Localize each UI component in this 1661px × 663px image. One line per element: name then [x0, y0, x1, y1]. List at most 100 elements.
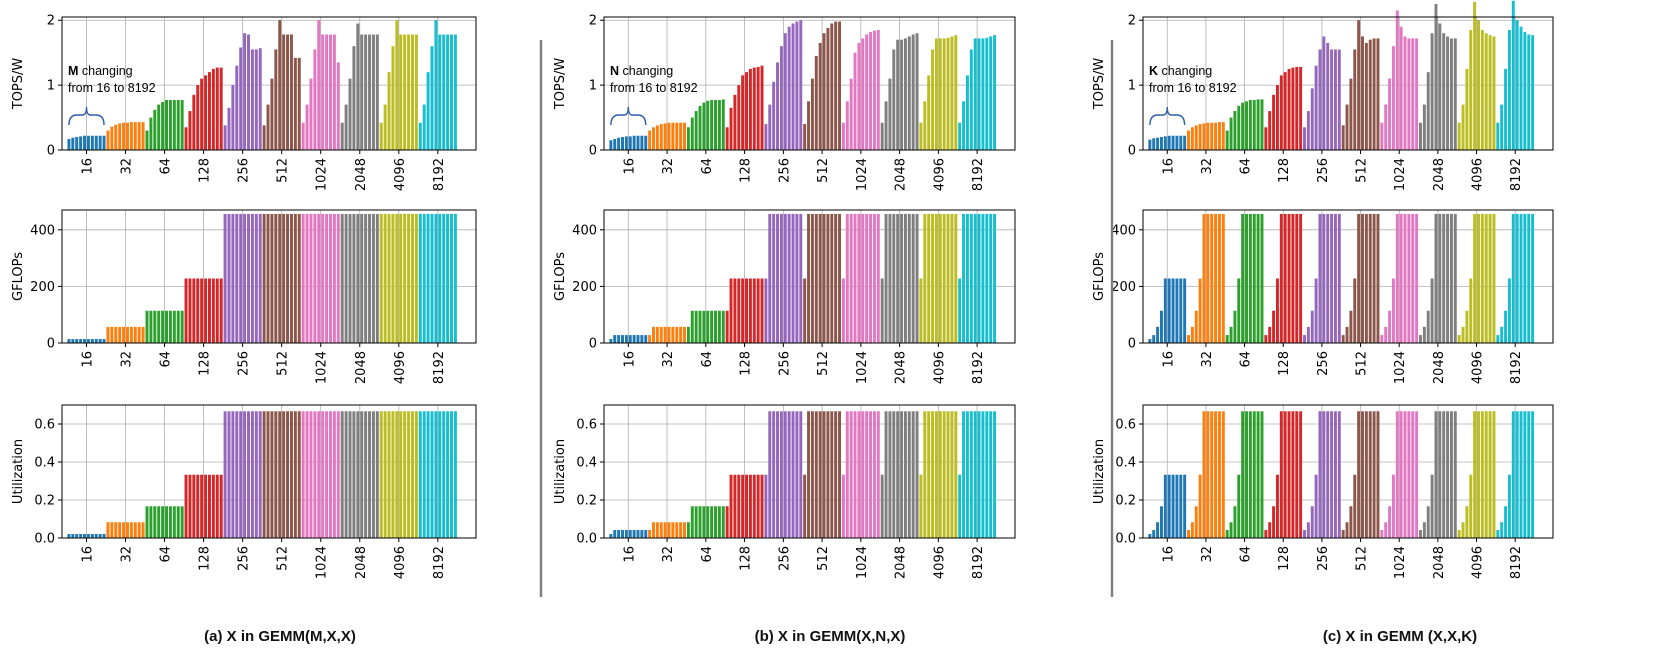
- bar: [942, 411, 946, 538]
- bar: [1198, 278, 1202, 343]
- bar: [814, 411, 818, 538]
- bar: [293, 57, 297, 150]
- bar: [410, 411, 414, 538]
- y-tick-label: 0: [47, 144, 55, 159]
- bar: [1233, 111, 1237, 150]
- bar: [900, 39, 904, 150]
- x-tick-label: 64: [1239, 546, 1254, 563]
- bar: [1422, 522, 1426, 538]
- y-axis-label: GFLOPs: [553, 252, 568, 301]
- bar: [857, 42, 861, 150]
- bar: [266, 411, 270, 538]
- bar: [344, 213, 348, 343]
- bar: [865, 411, 869, 538]
- bar: [1221, 411, 1225, 538]
- bar: [1326, 411, 1330, 538]
- bar: [239, 47, 243, 150]
- bar: [278, 213, 282, 343]
- bar: [149, 506, 153, 538]
- bar: [1156, 522, 1160, 538]
- bar: [329, 411, 332, 538]
- bar: [176, 100, 180, 150]
- bar: [172, 310, 176, 343]
- x-tick-label: 16: [80, 351, 95, 368]
- bar: [748, 474, 752, 538]
- bar: [807, 101, 811, 150]
- x-tick-label: 128: [739, 546, 754, 571]
- bar: [636, 530, 640, 538]
- bar: [399, 411, 403, 538]
- bar: [1403, 36, 1407, 151]
- bar: [1353, 474, 1357, 538]
- bar: [915, 411, 919, 538]
- bar: [989, 36, 993, 151]
- bar: [289, 213, 293, 343]
- bar: [313, 411, 317, 538]
- bar: [118, 326, 122, 343]
- bar: [153, 506, 157, 538]
- bar: [1237, 474, 1241, 538]
- bar: [395, 213, 399, 343]
- bar: [1492, 36, 1496, 151]
- bar: [317, 213, 321, 343]
- bar: [772, 213, 776, 343]
- bar: [965, 213, 969, 343]
- bar: [888, 411, 892, 538]
- bar: [1345, 326, 1349, 343]
- bar: [219, 278, 223, 343]
- x-tick-label: 256: [777, 546, 792, 571]
- bar: [332, 34, 336, 150]
- bar: [196, 278, 200, 343]
- bar: [254, 213, 258, 343]
- bar: [814, 213, 818, 343]
- x-tick-label: 1024: [855, 158, 870, 191]
- axes-frame: [61, 209, 477, 344]
- bar: [783, 33, 787, 150]
- bar: [1515, 213, 1519, 343]
- bar: [1275, 278, 1279, 343]
- bar: [896, 213, 900, 343]
- bar: [872, 30, 876, 150]
- x-tick-label: 256: [777, 351, 792, 376]
- bar: [942, 38, 946, 150]
- bar: [973, 213, 977, 343]
- bar: [698, 506, 702, 538]
- bar: [266, 213, 270, 343]
- bar: [1260, 411, 1264, 538]
- caption-b: (b) X in GEMM(X,N,X): [754, 628, 906, 645]
- chart-a-util: 0.0 0.2 0.4 0.6 16 32 64 128 256 512 1024 2048 4096 8…: [11, 404, 477, 579]
- bar: [227, 107, 231, 150]
- bar: [659, 124, 663, 150]
- bar: [1492, 411, 1496, 538]
- bar: [822, 33, 826, 150]
- bar: [1279, 75, 1283, 150]
- bar: [609, 140, 613, 150]
- bar: [86, 135, 90, 150]
- bar: [192, 474, 196, 538]
- bar: [200, 474, 204, 538]
- bar: [141, 122, 145, 150]
- bar: [348, 78, 352, 150]
- x-tick-label: 32: [1200, 351, 1215, 368]
- bar: [907, 213, 911, 343]
- bar: [274, 49, 278, 150]
- y-tick-label: 0.0: [1115, 532, 1136, 547]
- x-tick-label: 64: [1239, 158, 1254, 175]
- bar: [884, 101, 888, 150]
- bar: [161, 506, 165, 538]
- bar: [1488, 35, 1492, 150]
- bar: [1198, 474, 1202, 538]
- bar: [94, 534, 98, 538]
- bar: [1299, 411, 1303, 538]
- bar: [114, 124, 118, 150]
- bar: [1152, 530, 1156, 538]
- bar: [799, 20, 803, 151]
- bar: [1217, 411, 1221, 538]
- bar: [1283, 213, 1287, 343]
- bar: [262, 213, 266, 343]
- x-tick-label: 512: [276, 546, 291, 571]
- bar: [1453, 38, 1457, 150]
- bar: [403, 34, 407, 150]
- bar: [741, 474, 745, 538]
- bar: [652, 127, 655, 150]
